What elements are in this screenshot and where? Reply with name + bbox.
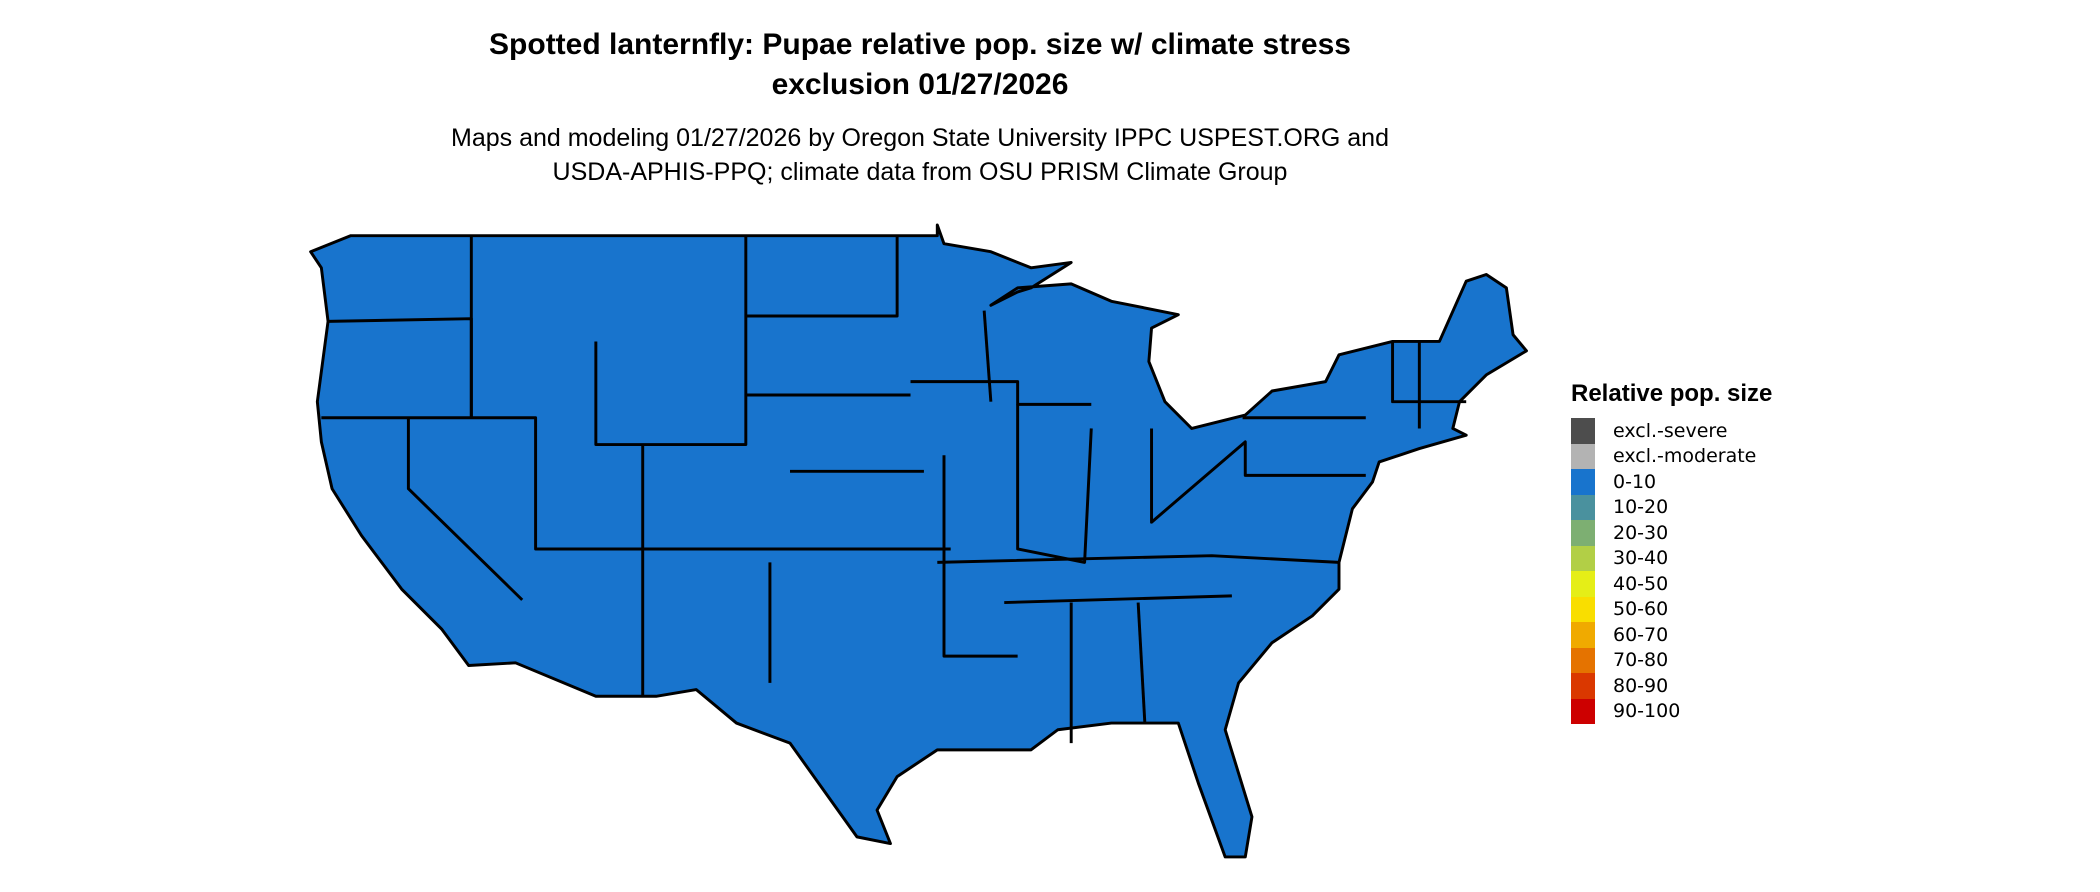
legend-label: 30-40	[1613, 547, 1669, 570]
legend-item: 70-80	[1571, 647, 1772, 673]
legend-label: excl.-severe	[1613, 419, 1728, 442]
legend-label: 20-30	[1613, 521, 1669, 544]
legend: Relative pop. size excl.-severe excl.-mod…	[1571, 380, 1772, 724]
legend-label: 80-90	[1613, 674, 1669, 697]
legend-item: 80-90	[1571, 673, 1772, 699]
legend-label: 90-100	[1613, 700, 1681, 723]
legend-swatch	[1571, 443, 1595, 469]
legend-item: 50-60	[1571, 596, 1772, 622]
legend-swatch	[1571, 494, 1595, 520]
legend-label: 70-80	[1613, 649, 1669, 672]
legend-label: 60-70	[1613, 623, 1669, 646]
legend-label: 50-60	[1613, 598, 1669, 621]
legend-swatch	[1571, 647, 1595, 673]
legend-item: excl.-severe	[1571, 418, 1772, 444]
legend-swatch	[1571, 698, 1595, 724]
legend-item: 10-20	[1571, 494, 1772, 520]
legend-title: Relative pop. size	[1571, 380, 1773, 407]
legend-swatch	[1571, 673, 1595, 699]
legend-swatch	[1571, 418, 1595, 444]
state-borders	[321, 235, 1467, 744]
legend-item: 20-30	[1571, 520, 1772, 546]
legend-item: 0-10	[1571, 469, 1772, 495]
map-title: Spotted lanternfly: Pupae relative pop. …	[489, 28, 1351, 61]
map-title-line2: exclusion 01/27/2026	[771, 68, 1069, 101]
legend-label: excl.-moderate	[1613, 445, 1757, 468]
legend-item: 40-50	[1571, 571, 1772, 597]
legend-label: 40-50	[1613, 572, 1669, 595]
legend-label: 10-20	[1613, 496, 1669, 519]
legend-item: excl.-moderate	[1571, 443, 1772, 469]
legend-swatch	[1571, 596, 1595, 622]
legend-swatch	[1571, 571, 1595, 597]
map-subtitle-line2: USDA-APHIS-PPQ; climate data from OSU PR…	[552, 158, 1288, 186]
map-subtitle: Maps and modeling 01/27/2026 by Oregon S…	[451, 124, 1389, 152]
legend-swatch	[1571, 622, 1595, 648]
legend-swatch	[1571, 545, 1595, 571]
legend-item: 60-70	[1571, 622, 1772, 648]
us-outline	[309, 223, 1528, 859]
legend-item: 90-100	[1571, 698, 1772, 724]
legend-swatch	[1571, 469, 1595, 495]
legend-item: 30-40	[1571, 545, 1772, 571]
legend-swatch	[1571, 520, 1595, 546]
legend-label: 0-10	[1613, 470, 1657, 493]
